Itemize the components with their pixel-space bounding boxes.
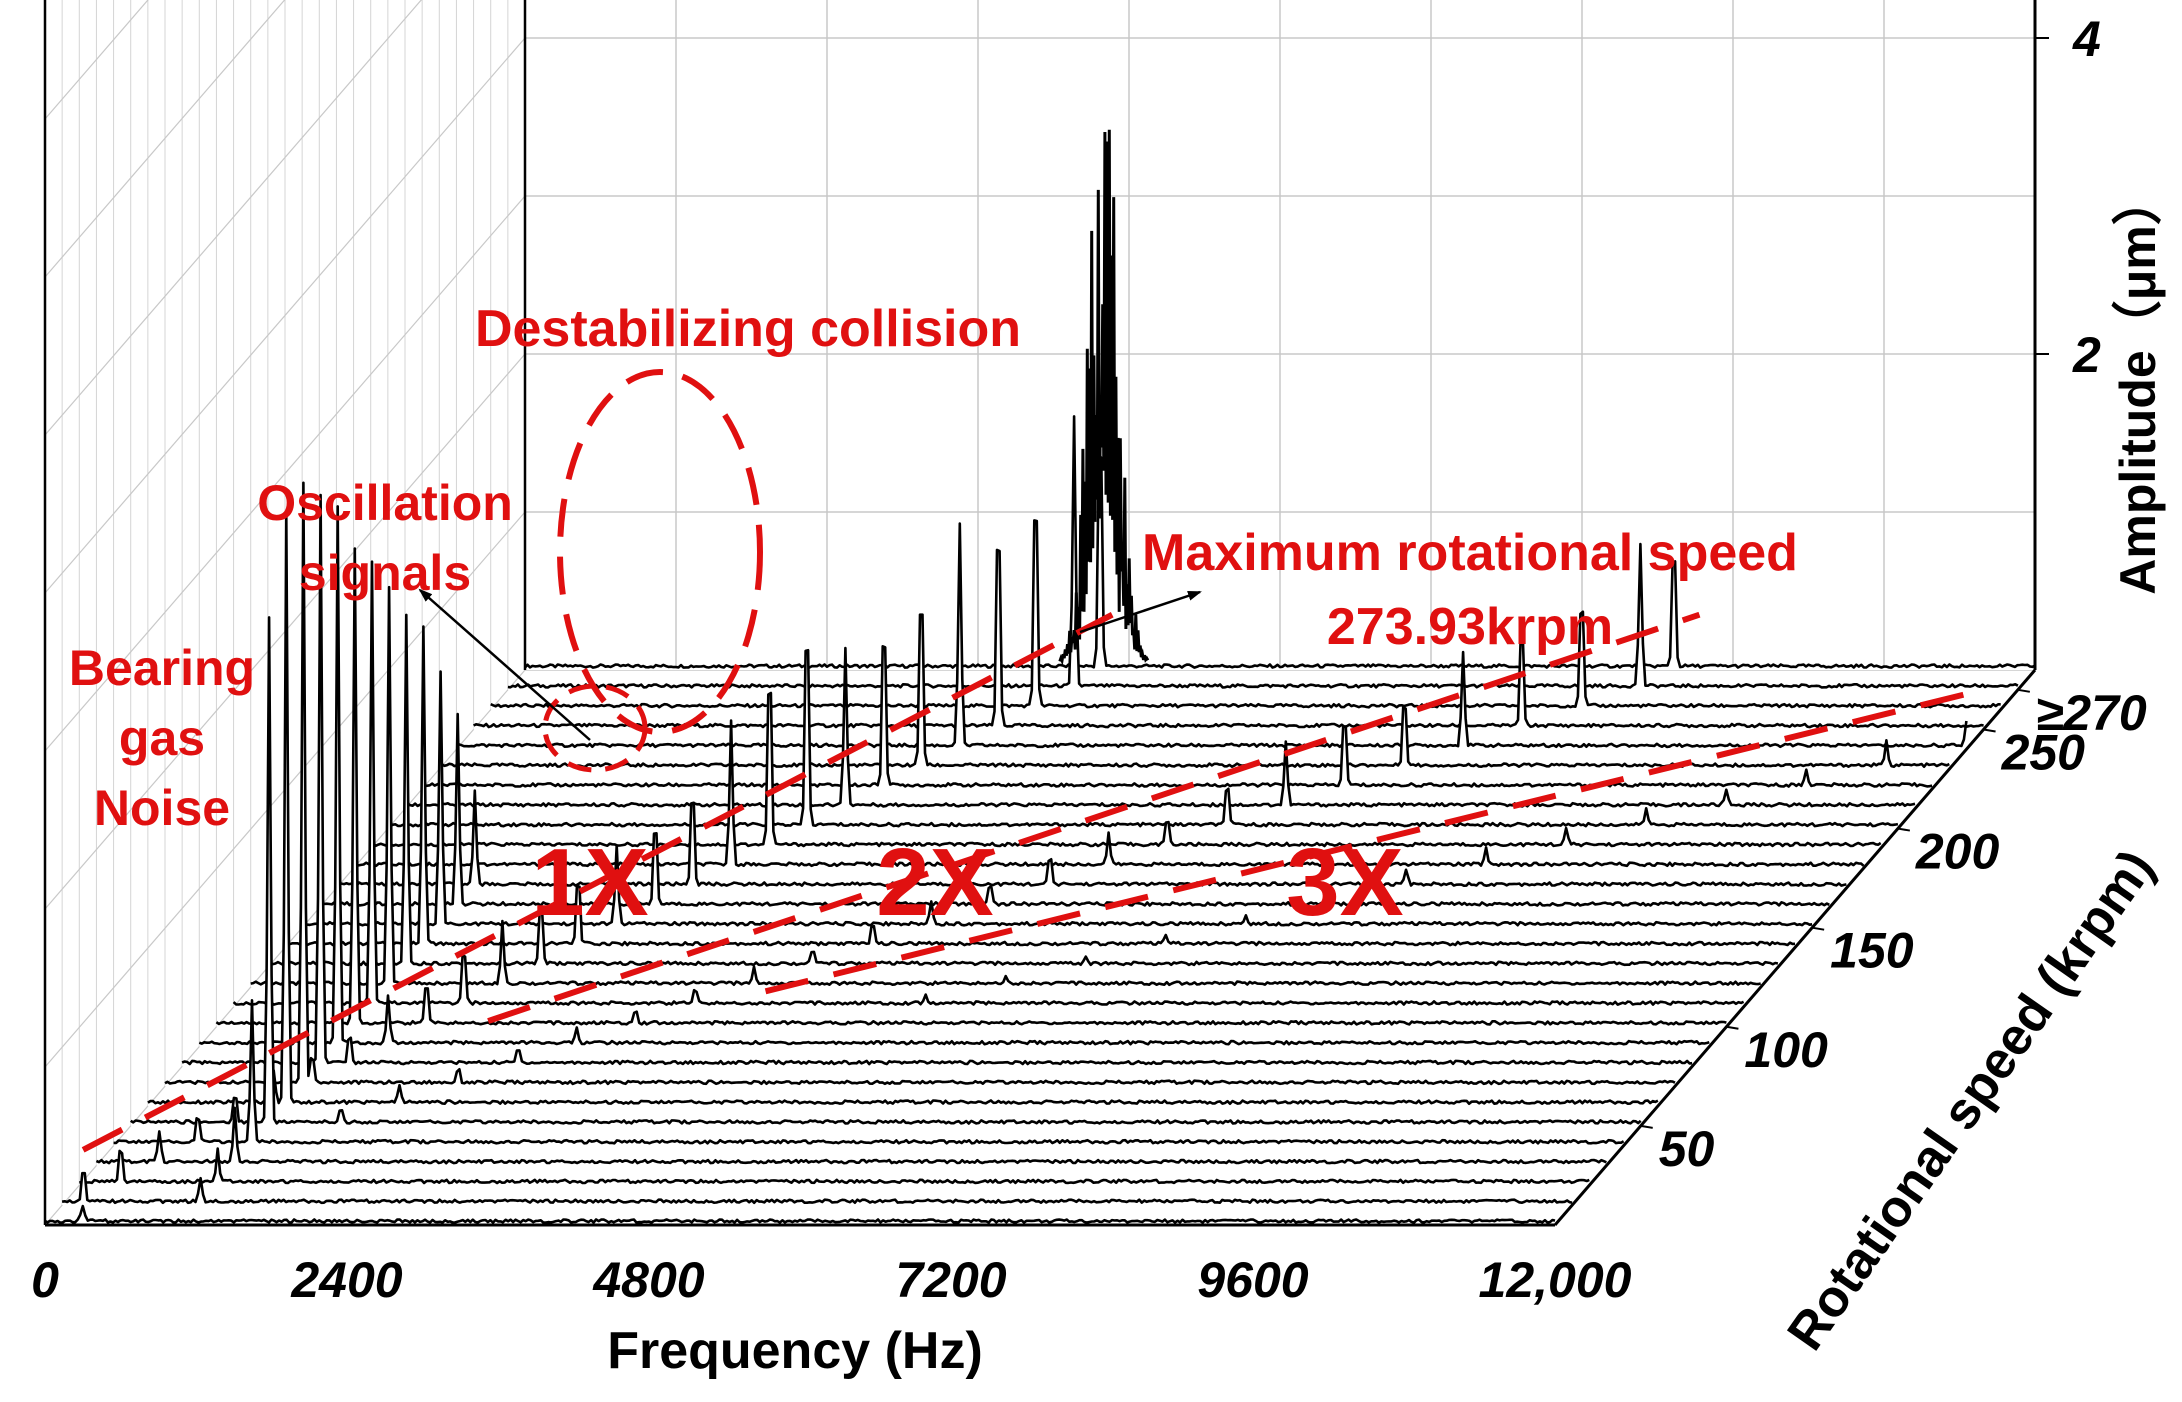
x-tick-label: 7200 (895, 1252, 1006, 1308)
trace-fill (45, 1206, 1555, 1225)
spectrum-trace (267, 613, 1779, 967)
trace-fill (96, 1107, 1607, 1166)
spectrum-trace (387, 648, 1899, 828)
spectrum-trace (113, 999, 1625, 1145)
traces-layer (44, 129, 2036, 1225)
x-tick-label: 9600 (1197, 1252, 1308, 1308)
spectrum-trace (490, 519, 2001, 709)
oscillation-ellipse (542, 683, 648, 773)
spectrum-trace (421, 645, 1933, 788)
spectrum-trace (507, 415, 2019, 689)
y-tick-label: 200 (1915, 824, 2000, 880)
spectrum-trace (232, 560, 1745, 1006)
x-tick-label: 0 (31, 1252, 59, 1308)
y-tick-mark (1897, 827, 1911, 832)
spectrum-trace (78, 1147, 1590, 1185)
annotation-bearing: Bearing (69, 640, 255, 696)
spectrum-trace (318, 712, 1830, 907)
y-axis-title: Rotational speed (krpm) (1777, 840, 2166, 1361)
overlay-layer (81, 369, 1968, 1153)
trace-fill (387, 650, 1898, 829)
y-tick-label: 250 (2001, 724, 2086, 780)
maxspeed-arrow (1079, 590, 1202, 634)
spectrum-trace (61, 1171, 1573, 1205)
order-label-1x: 1X (531, 829, 648, 936)
spectrum-trace (301, 670, 1813, 927)
y-tick-label: 100 (1744, 1022, 1828, 1078)
annotation-maxspeed: 273.93krpm (1327, 598, 1613, 656)
spectrum-trace (456, 522, 1968, 749)
order-label-2x: 2X (876, 829, 993, 936)
trace-fill (507, 416, 2018, 690)
spectrum-trace (353, 719, 1865, 868)
spectrum-trace (181, 493, 1693, 1066)
order-line-2x (487, 611, 1701, 1024)
y-tick-mark (1983, 728, 1996, 733)
side-wall-gridline (44, 0, 286, 278)
spectrum-trace (44, 1204, 1556, 1224)
spectrum-trace (250, 585, 1762, 987)
spectrum-trace (336, 789, 1847, 887)
spectrum-trace (473, 548, 1984, 729)
spectrum-trace (524, 454, 2036, 669)
spectrum-trace (439, 613, 1950, 768)
y-axis-line (1553, 669, 2037, 1226)
x-tick-label: 12,000 (1479, 1252, 1632, 1308)
spectrum-trace (404, 646, 1916, 808)
frame-layer (43, 0, 2049, 1227)
side-wall-gridline (44, 195, 526, 752)
spectrum-trace (164, 481, 1676, 1086)
y-tick-label: 150 (1830, 923, 1914, 979)
trace-fill (302, 671, 1813, 928)
annotation-bearing: Noise (94, 780, 230, 836)
order-line-1x (81, 612, 1114, 1153)
oscillation-arrow (418, 588, 591, 741)
spectrum-trace (147, 514, 1659, 1105)
y-tick-mark (1811, 926, 1825, 931)
spectrum-trace (95, 1106, 1607, 1165)
y-tick-label: 50 (1659, 1121, 1715, 1177)
x-tick-label: 2400 (290, 1252, 402, 1308)
order-label-3x: 3X (1286, 829, 1403, 936)
side-wall-gridline (44, 37, 526, 594)
spectrum-trace (369, 691, 1882, 848)
annotation-destabilizing: Destabilizing collision (475, 300, 1021, 358)
spectrum-trace (129, 616, 1642, 1125)
annotation-bearing: gas (119, 710, 205, 766)
annotation-oscillation: signals (299, 545, 471, 601)
side-wall-gridline (44, 0, 423, 436)
collision-burst (1058, 129, 1150, 666)
x-axis-title: Frequency (Hz) (607, 1322, 983, 1380)
x-tick-label: 4800 (592, 1252, 704, 1308)
annotation-maxspeed: Maximum rotational speed (1142, 524, 1798, 582)
y-tick-label: ≥270 (2036, 685, 2147, 741)
z-tick-label: 2 (2072, 327, 2101, 383)
z-axis-title: Amplitude（μm） (2110, 175, 2166, 594)
spectrum-trace (198, 505, 1710, 1046)
side-wall-gridline (44, 0, 149, 120)
annotation-oscillation: Oscillation (257, 475, 513, 531)
y-tick-mark (1726, 1025, 1739, 1030)
y-tick-mark (2017, 688, 2031, 693)
spectrum-trace (215, 547, 1727, 1026)
trace-fill (79, 1148, 1590, 1186)
y-tick-mark (1640, 1124, 1653, 1129)
collision-ellipse (557, 369, 763, 735)
z-tick-label: 4 (2072, 11, 2101, 67)
